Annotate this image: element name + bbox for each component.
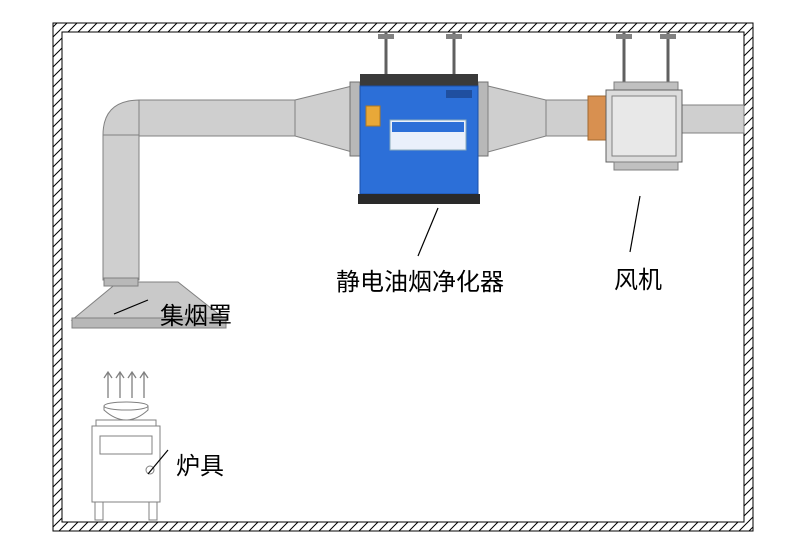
stove xyxy=(92,372,160,520)
stove-label: 炉具 xyxy=(176,446,224,481)
purifier-label: 静电油烟净化器 xyxy=(336,262,504,297)
hood-label: 集烟罩 xyxy=(160,296,232,331)
electrostatic-purifier xyxy=(358,32,480,204)
leader-lines xyxy=(114,196,640,474)
fan-unit xyxy=(606,32,682,170)
fan-label: 风机 xyxy=(614,260,662,295)
